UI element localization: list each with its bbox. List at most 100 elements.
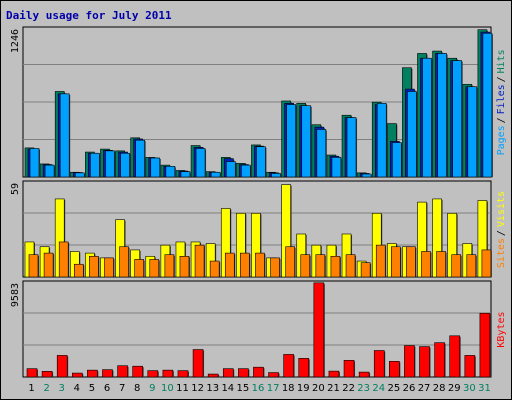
bar-kbytes-11 [177, 370, 189, 378]
bar-sites-10 [164, 254, 175, 278]
side-label-separator: / [496, 117, 507, 123]
bar-pages-6 [105, 150, 115, 178]
bar-pages-26 [407, 91, 417, 178]
bar-pages-18 [286, 104, 296, 178]
bar-sites-15 [240, 252, 250, 278]
bar-sites-21 [330, 255, 341, 278]
bar-pages-22 [346, 117, 357, 178]
x-tick-label-28: 28 [433, 383, 446, 394]
bar-sites-18 [285, 246, 295, 278]
bar-pages-20 [316, 129, 327, 178]
bar-pages-19 [301, 105, 312, 178]
bar-sites-20 [315, 254, 326, 278]
x-tick-label-7: 7 [119, 383, 125, 394]
bar-kbytes-14 [222, 368, 234, 378]
bar-pages-5 [90, 152, 100, 178]
bar-kbytes-18 [283, 354, 294, 378]
bar-sites-26 [406, 246, 416, 278]
bar-pages-12 [195, 148, 206, 178]
bar-sites-6 [104, 257, 114, 278]
side-label-visits: Visits [496, 191, 507, 227]
x-tick-label-11: 11 [176, 383, 189, 394]
bar-kbytes-8 [132, 365, 143, 378]
bar-kbytes-7 [117, 365, 128, 378]
x-tick-label-16: 16 [252, 383, 265, 394]
bar-pages-25 [392, 142, 402, 178]
bar-sites-14 [224, 252, 235, 278]
side-label-hits: Hits [496, 49, 507, 73]
y-max-label-top: 1246 [10, 29, 21, 53]
x-tick-label-2: 2 [43, 383, 49, 394]
bar-pages-2 [44, 164, 55, 178]
bar-pages-9 [150, 157, 161, 178]
bar-sites-17 [270, 257, 280, 278]
side-label-kbytes: KBytes [496, 311, 507, 347]
bar-pages-7 [120, 152, 130, 178]
bar-kbytes-28 [434, 342, 445, 378]
bar-kbytes-27 [419, 346, 430, 378]
bar-kbytes-9 [147, 370, 159, 378]
x-tick-label-31: 31 [478, 383, 491, 394]
bar-kbytes-15 [238, 368, 249, 378]
side-label-separator: / [496, 230, 507, 236]
bar-pages-11 [180, 171, 191, 178]
y-max-label-middle: 59 [10, 183, 21, 195]
bar-pages-29 [452, 60, 463, 178]
bar-pages-16 [256, 146, 266, 178]
side-label-files: Files [496, 84, 507, 114]
x-tick-label-27: 27 [418, 383, 431, 394]
bar-sites-7 [119, 246, 129, 278]
bar-kbytes-16 [253, 366, 264, 378]
bar-pages-13 [210, 171, 221, 178]
bar-pages-4 [74, 172, 85, 178]
x-tick-label-4: 4 [74, 383, 80, 394]
x-tick-label-29: 29 [448, 383, 461, 394]
bar-pages-14 [225, 161, 236, 178]
bar-kbytes-2 [41, 371, 53, 378]
x-tick-label-20: 20 [312, 383, 325, 394]
bar-kbytes-1 [26, 368, 38, 378]
bar-kbytes-29 [449, 335, 461, 378]
bar-kbytes-21 [328, 370, 340, 378]
bar-pages-30 [467, 86, 478, 178]
x-tick-label-18: 18 [282, 383, 295, 394]
y-max-label-bottom: 9583 [10, 283, 21, 307]
bar-kbytes-22 [343, 360, 355, 378]
x-tick-label-6: 6 [104, 383, 110, 394]
x-tick-label-15: 15 [237, 383, 250, 394]
bar-kbytes-23 [358, 371, 370, 378]
bar-sites-27 [421, 251, 431, 278]
bar-sites-2 [43, 252, 54, 278]
bar-pages-23 [361, 173, 372, 178]
x-tick-label-12: 12 [191, 383, 204, 394]
bar-pages-31 [482, 32, 493, 178]
bar-pages-10 [165, 166, 176, 178]
x-tick-label-10: 10 [161, 383, 174, 394]
bar-pages-24 [376, 103, 387, 178]
bar-sites-1 [28, 254, 39, 278]
bar-pages-21 [331, 157, 342, 178]
bar-kbytes-26 [404, 345, 415, 378]
bar-pages-17 [271, 173, 281, 178]
bar-kbytes-19 [298, 358, 310, 378]
side-label-pages: Pages [496, 125, 507, 155]
x-tick-label-8: 8 [134, 383, 140, 394]
bar-sites-24 [375, 244, 386, 278]
bar-sites-22 [345, 254, 356, 278]
bar-kbytes-17 [268, 372, 279, 378]
bar-kbytes-5 [87, 369, 98, 378]
bar-sites-28 [436, 251, 446, 278]
x-tick-label-19: 19 [297, 383, 310, 394]
bar-kbytes-10 [162, 369, 174, 378]
bar-sites-4 [73, 263, 84, 278]
x-tick-label-25: 25 [388, 383, 401, 394]
x-tick-label-26: 26 [403, 383, 416, 394]
side-label-separator: / [496, 76, 507, 82]
bar-kbytes-31 [479, 312, 491, 378]
bar-pages-27 [422, 57, 432, 178]
bar-sites-23 [360, 262, 371, 278]
bar-sites-16 [255, 252, 265, 278]
bar-sites-11 [179, 255, 190, 278]
bar-pages-1 [29, 148, 40, 178]
